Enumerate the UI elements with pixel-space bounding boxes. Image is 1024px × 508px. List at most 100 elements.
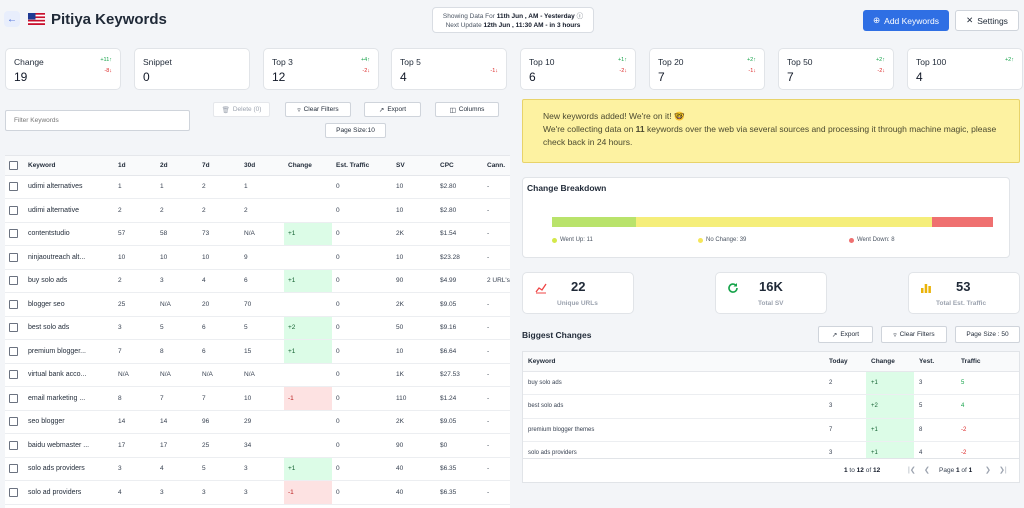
column-header[interactable]: Keyword [24, 156, 114, 176]
bc-table-row[interactable]: best solo ads 3 +2 5 4 [523, 394, 1019, 419]
column-header[interactable]: Est. Traffic [332, 156, 392, 176]
stat-card[interactable]: Snippet 0 [134, 48, 250, 90]
stat-card[interactable]: Top 50 7 +2↑ -2↓ [778, 48, 894, 90]
column-header[interactable]: 30d [240, 156, 284, 176]
bc-table-row[interactable]: solo ads providers 3 +1 4 -2 [523, 441, 1019, 458]
prev-page-icon[interactable]: ❮ [924, 467, 930, 474]
table-row[interactable]: baidu webmaster ... 17 17 25 34 0 90 $0- [5, 433, 510, 458]
bc-column-header[interactable]: Traffic [956, 352, 1019, 372]
table-row[interactable]: udimi alternative 2 2 2 2 0 10 $2.80- [5, 198, 510, 223]
row-checkbox[interactable] [5, 410, 24, 434]
bc-table-row[interactable]: buy solo ads 2 +1 3 5 [523, 371, 1019, 395]
add-keywords-button[interactable]: ⊕ Add Keywords [863, 10, 949, 31]
bc-keyword-cell[interactable]: best solo ads [523, 394, 824, 419]
column-header[interactable]: CPC [436, 156, 483, 176]
stat-card[interactable]: Change 19 +11↑ -8↓ [5, 48, 121, 90]
row-checkbox[interactable] [5, 222, 24, 246]
row-checkbox[interactable] [5, 363, 24, 387]
bc-page-size-select[interactable]: Page Size : 50 [955, 326, 1020, 343]
clear-filters-button[interactable]: ▿ Clear Filters [285, 102, 351, 117]
filter-keywords-input[interactable] [5, 110, 190, 131]
table-row[interactable]: virtual bank acco... N/A N/A N/A N/A 0 1K $27.5… [5, 363, 510, 387]
row-checkbox[interactable] [5, 245, 24, 270]
keyword-cell[interactable]: email marketing ... [24, 386, 114, 411]
keyword-cell[interactable]: solo ad providers [24, 480, 114, 505]
columns-button[interactable]: ◫ Columns [435, 102, 499, 117]
last-page-icon[interactable]: ❯| [999, 467, 1007, 474]
keyword-cell[interactable]: udimi alternatives [24, 175, 114, 199]
table-cell: 0 [332, 292, 392, 317]
bc-keyword-cell[interactable]: buy solo ads [523, 371, 824, 395]
column-header[interactable]: SV [392, 156, 436, 176]
row-checkbox[interactable] [5, 339, 24, 364]
stat-card[interactable]: Top 20 7 +2↑ -1↓ [649, 48, 765, 90]
keyword-cell[interactable]: seo blogger [24, 410, 114, 434]
back-button[interactable]: ← [4, 11, 20, 27]
keyword-cell[interactable]: buy solo ads [24, 269, 114, 293]
info-icon[interactable]: ⓘ [576, 13, 584, 20]
row-checkbox[interactable] [5, 433, 24, 458]
column-header[interactable]: 7d [198, 156, 240, 176]
bc-export-button[interactable]: ↗ Export [818, 326, 873, 343]
table-row[interactable]: buy solo ads 2 3 4 6 +1 0 90 $4.99 2 URL's [5, 269, 510, 293]
table-row[interactable]: email marketing ... 8 7 7 10 -1 0 110 $1.24- [5, 386, 510, 411]
keyword-cell[interactable]: contentstudio [24, 222, 114, 246]
bc-keyword-cell[interactable]: solo ads providers [523, 441, 824, 458]
keyword-cell[interactable]: premium blogger... [24, 339, 114, 364]
us-flag-icon [28, 13, 45, 25]
table-row[interactable]: contentstudio 57 58 73 N/A +1 0 2K $1.54- [5, 222, 510, 246]
table-row[interactable]: solo ads providers 3 4 5 3 +1 0 40 $6.35- [5, 457, 510, 481]
column-header[interactable]: Cann. [483, 156, 510, 176]
bc-table-row[interactable]: premium blogger themes 7 +1 8 -2 [523, 418, 1019, 442]
table-cell: - [483, 316, 510, 340]
export-button[interactable]: ↗ Export [364, 102, 421, 117]
keyword-cell[interactable]: blogger seo [24, 292, 114, 317]
keyword-cell[interactable]: best solo ads [24, 316, 114, 340]
delete-button[interactable]: 🗑 Delete (0) [213, 102, 270, 117]
table-row[interactable]: blogger seo 25 N/A 20 70 0 2K $9.05- [5, 292, 510, 317]
column-header[interactable]: 1d [114, 156, 156, 176]
keyword-cell[interactable]: baidu webmaster ... [24, 433, 114, 458]
table-row[interactable]: best solo ads 3 5 6 5 +2 0 50 $9.16- [5, 316, 510, 340]
row-checkbox[interactable] [5, 175, 24, 199]
column-header[interactable]: Change [284, 156, 332, 176]
settings-button[interactable]: ✕ Settings [955, 10, 1019, 31]
row-checkbox[interactable] [5, 480, 24, 505]
table-cell: $6.35 [436, 480, 483, 505]
stat-card[interactable]: Top 5 4 -1↓ [391, 48, 507, 90]
bc-column-header[interactable]: Today [824, 352, 866, 372]
total-sv-value: 16K [759, 279, 783, 294]
table-row[interactable]: premium blogger... 7 8 6 15 +1 0 10 $6.64- [5, 339, 510, 364]
unique-urls-label: Unique URLs [557, 300, 598, 307]
bc-keyword-cell[interactable]: premium blogger themes [523, 418, 824, 442]
first-page-icon[interactable]: |❮ [908, 467, 916, 474]
stat-card[interactable]: Top 100 4 +2↑ [907, 48, 1023, 90]
row-checkbox[interactable] [5, 386, 24, 411]
stat-card[interactable]: Top 3 12 +4↑ -2↓ [263, 48, 379, 90]
page-size-select[interactable]: Page Size:10 [325, 123, 386, 138]
column-header[interactable]: 2d [156, 156, 198, 176]
table-row[interactable]: seo blogger 14 14 96 29 0 2K $9.05- [5, 410, 510, 434]
bc-column-header[interactable]: Keyword [523, 352, 824, 372]
bc-column-header[interactable]: Yest. [914, 352, 956, 372]
keyword-cell[interactable]: udimi alternative [24, 198, 114, 223]
bc-column-header[interactable]: Change [866, 352, 914, 372]
table-row[interactable]: udimi alternatives 1 1 2 1 0 10 $2.80- [5, 175, 510, 199]
table-row[interactable]: ninjaoutreach alt... 10 10 10 9 0 10 $23.28- [5, 245, 510, 270]
row-checkbox[interactable] [5, 316, 24, 340]
table-cell: 14 [114, 410, 156, 434]
row-checkbox[interactable] [5, 292, 24, 317]
page-current: 1 [956, 467, 960, 474]
row-checkbox[interactable] [5, 269, 24, 293]
stat-card[interactable]: Top 10 6 +1↑ -2↓ [520, 48, 636, 90]
row-checkbox[interactable] [5, 457, 24, 481]
table-row[interactable]: solo ad providers 4 3 3 3 -1 0 40 $6.35- [5, 480, 510, 505]
select-all-checkbox[interactable] [5, 156, 24, 176]
bar-chart-icon [921, 284, 931, 293]
keyword-cell[interactable]: ninjaoutreach alt... [24, 245, 114, 270]
keyword-cell[interactable]: virtual bank acco... [24, 363, 114, 387]
next-page-icon[interactable]: ❯ [985, 467, 991, 474]
keyword-cell[interactable]: solo ads providers [24, 457, 114, 481]
bc-clear-filters-button[interactable]: ▿ Clear Filters [881, 326, 947, 343]
row-checkbox[interactable] [5, 198, 24, 223]
